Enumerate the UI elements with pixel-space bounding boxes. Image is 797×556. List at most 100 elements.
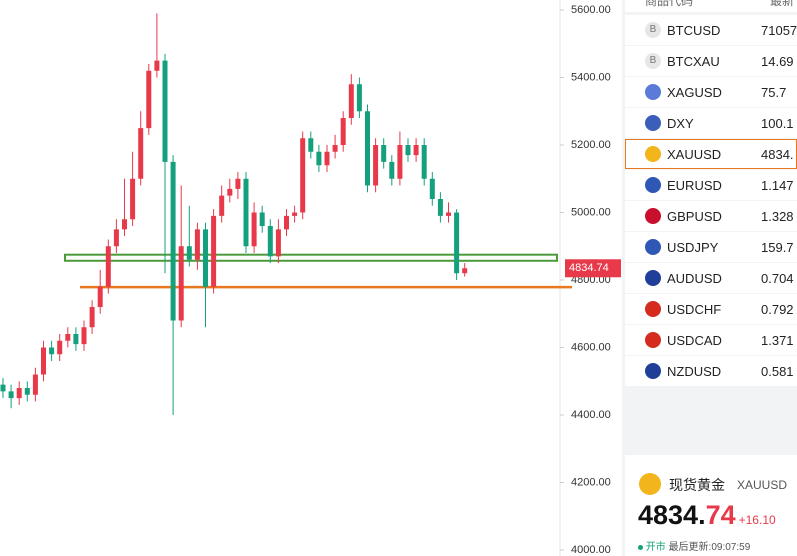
watchlist-header: 商品代码 最新 (625, 0, 797, 12)
symbol-icon (645, 332, 661, 348)
candle-body (49, 347, 55, 355)
candle-body (365, 111, 370, 186)
candle-body (186, 246, 192, 260)
candle-body (275, 229, 281, 257)
y-tick-label: 5200.00 (571, 139, 611, 151)
updated: 最后更新:09:07:59 (668, 542, 751, 553)
symbol-icon (645, 177, 661, 193)
candle-body (89, 307, 95, 328)
symbol: USDCHF (667, 302, 722, 317)
price-tag-label: 4834.74 (569, 262, 609, 274)
symbol-icon: B (645, 22, 661, 38)
status-line: 开市 最后更新:09:07:59 (638, 538, 750, 553)
status: 开市 (645, 542, 666, 553)
candle-body (154, 60, 160, 71)
candle-body (41, 347, 46, 375)
candle-body (203, 229, 208, 287)
header-symbol: 商品代码 (645, 0, 694, 8)
price: 71057. (761, 23, 797, 38)
candle-body (57, 340, 63, 355)
symbol-icon (645, 270, 661, 286)
candle-body (437, 199, 443, 216)
symbol: BTCUSD (667, 23, 721, 38)
candle-body (340, 118, 346, 145)
quote-panel: 现货黄金 XAUUSD 4834.74 +16.10 开市 最后更新:09:07:… (625, 455, 797, 556)
zone (64, 253, 558, 262)
candle-body (178, 246, 184, 321)
watchlist-row[interactable]: USDCAD 1.371 (625, 325, 797, 355)
candle-body (81, 327, 87, 345)
y-tick-label: 5400.00 (571, 71, 611, 83)
candle-body (397, 145, 403, 179)
candle-body (243, 178, 249, 247)
candle-body (73, 334, 79, 345)
price: 1.147 (761, 178, 794, 193)
watchlist-row[interactable]: AUDUSD 0.704 (625, 263, 797, 293)
candle-body (446, 212, 451, 216)
candle-body (462, 268, 468, 274)
symbol: USDJPY (667, 240, 719, 255)
symbol: GBPUSD (667, 209, 722, 224)
price: 1.328 (761, 209, 794, 224)
y-tick-label: 4600.00 (571, 341, 611, 353)
candle-body (227, 188, 233, 196)
candle-body (170, 161, 176, 321)
watchlist-row[interactable]: USDCHF 0.792 (625, 294, 797, 324)
y-tick-label: 4000.00 (571, 544, 611, 556)
y-tick-label: 4200.00 (571, 476, 611, 488)
watchlist-row[interactable]: EURUSD 1.147 (625, 170, 797, 200)
y-tick-label: 4400.00 (571, 409, 611, 421)
watchlist-row[interactable]: DXY 100.1 (625, 108, 797, 138)
candle-body (113, 229, 119, 247)
candle-body (308, 138, 314, 152)
symbol-icon (645, 301, 661, 317)
candle-body (194, 229, 200, 260)
watchlist-row[interactable]: B BTCXAU 14.69 (625, 46, 797, 76)
symbol-icon (645, 84, 661, 100)
quote-name: 现货黄金 (669, 477, 725, 493)
candle-body (421, 145, 427, 179)
candle-body (8, 391, 14, 399)
candle-body (259, 212, 265, 226)
candle-body (292, 212, 298, 216)
candle-body (332, 145, 338, 152)
symbol: BTCXAU (667, 54, 720, 69)
symbol-icon (645, 115, 661, 131)
candle-body (348, 84, 354, 118)
price: 0.581 (761, 364, 794, 379)
price-main: 4834. (638, 500, 706, 530)
candle-body (405, 145, 411, 156)
candle-body (97, 286, 103, 307)
watchlist-row[interactable]: NZDUSD 0.581 (625, 356, 797, 386)
candle-body (32, 374, 38, 395)
watchlist-row[interactable]: XAUUSD 4834. (625, 139, 797, 169)
quote-price: 4834.74 +16.10 (638, 500, 776, 531)
price: 159.7 (761, 240, 794, 255)
candle-body (324, 151, 330, 166)
candle-body (16, 388, 22, 399)
watchlist-row[interactable]: USDJPY 159.7 (625, 232, 797, 262)
watchlist-row[interactable]: B BTCUSD 71057. (625, 15, 797, 45)
candle-body (162, 60, 168, 162)
y-tick-label: 5600.00 (571, 4, 611, 16)
quote-symbol: XAUUSD (737, 478, 788, 492)
watchlist-row[interactable]: XAGUSD 75.7 (625, 77, 797, 107)
watchlist-row[interactable]: GBPUSD 1.328 (625, 201, 797, 231)
candle-body (429, 178, 435, 199)
candle-body (316, 151, 322, 166)
price-frac: 74 (705, 500, 736, 530)
candle-body (211, 215, 217, 287)
symbol-icon (645, 146, 661, 162)
symbol-icon: B (645, 53, 661, 69)
candle-body (251, 212, 257, 247)
price: 14.69 (761, 54, 794, 69)
price: 100.1 (761, 116, 794, 131)
candle-body (219, 195, 225, 216)
symbol: EURUSD (667, 178, 722, 193)
symbol: USDCAD (667, 333, 722, 348)
candle-body (373, 145, 379, 186)
symbol-icon (645, 363, 661, 379)
candle-body (300, 138, 306, 213)
symbol: DXY (667, 116, 694, 131)
candle-body (454, 212, 460, 274)
